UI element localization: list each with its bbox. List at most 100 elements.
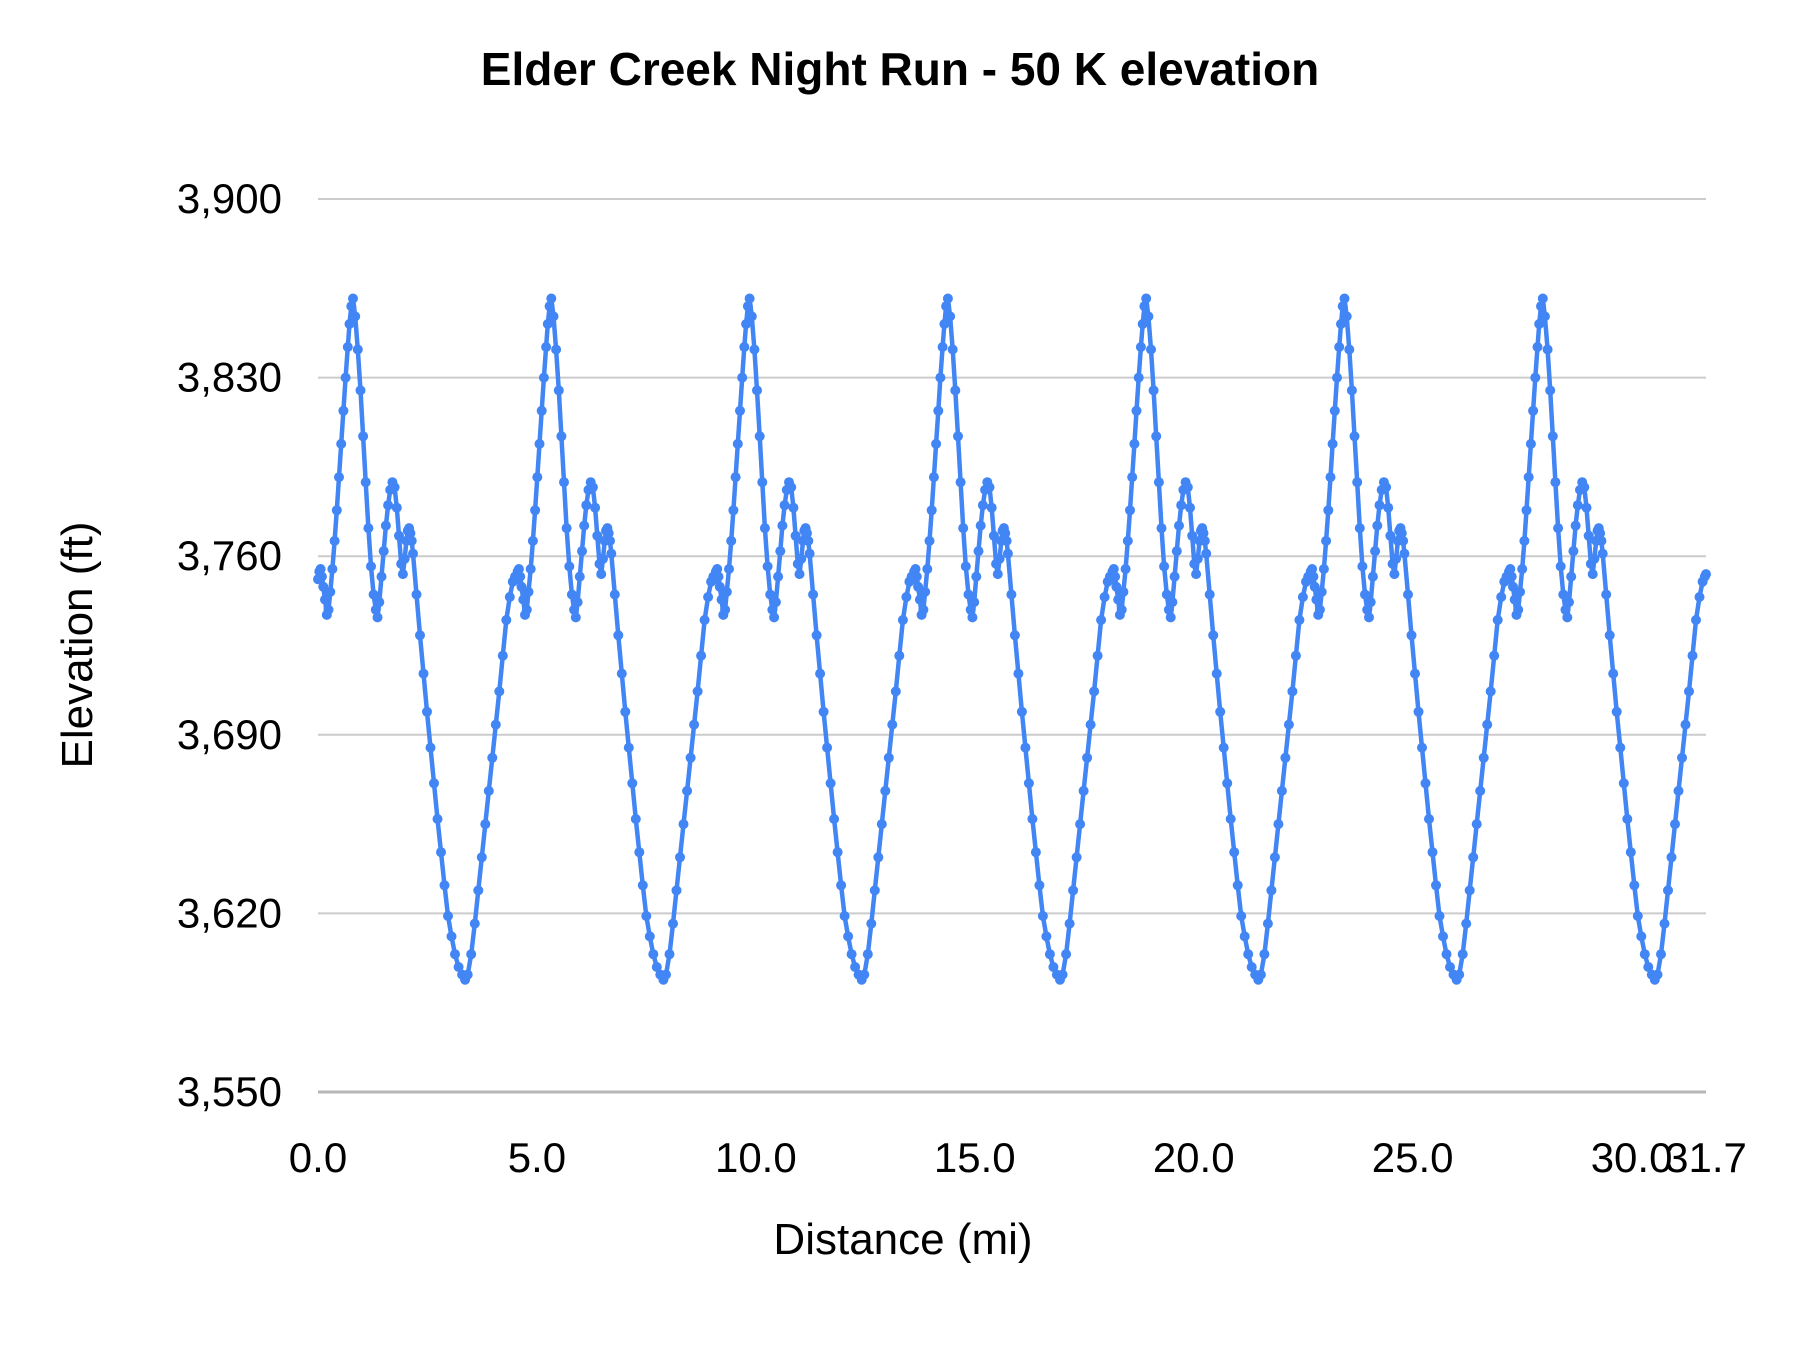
data-point-marker[interactable]: [1505, 564, 1516, 574]
data-point-marker[interactable]: [779, 500, 790, 511]
data-point-marker[interactable]: [1111, 581, 1122, 592]
data-point-marker[interactable]: [1539, 311, 1550, 322]
data-point-marker[interactable]: [726, 535, 737, 546]
data-point-marker[interactable]: [1562, 612, 1573, 623]
data-point-marker[interactable]: [1280, 752, 1291, 763]
data-point-marker[interactable]: [432, 814, 443, 824]
data-point-marker[interactable]: [577, 546, 587, 557]
data-point-marker[interactable]: [383, 500, 394, 511]
data-point-marker[interactable]: [1208, 630, 1219, 641]
data-point-marker[interactable]: [924, 535, 935, 546]
data-point-marker[interactable]: [887, 719, 898, 730]
data-point-marker[interactable]: [969, 597, 980, 608]
data-point-marker[interactable]: [721, 586, 732, 597]
data-point-marker[interactable]: [1337, 301, 1348, 312]
data-point-marker[interactable]: [920, 586, 931, 597]
data-point-marker[interactable]: [483, 785, 494, 796]
data-point-marker[interactable]: [945, 311, 956, 322]
data-point-marker[interactable]: [1615, 742, 1626, 753]
data-point-marker[interactable]: [1082, 752, 1093, 763]
data-point-marker[interactable]: [897, 615, 908, 625]
data-point-marker[interactable]: [1006, 589, 1017, 600]
data-point-marker[interactable]: [366, 561, 376, 572]
data-point-marker[interactable]: [1232, 880, 1243, 891]
data-point-marker[interactable]: [1148, 385, 1159, 396]
data-point-marker[interactable]: [1461, 918, 1472, 929]
data-point-marker[interactable]: [1670, 819, 1680, 830]
data-point-marker[interactable]: [1372, 520, 1383, 531]
data-point-marker[interactable]: [1566, 571, 1577, 582]
data-point-marker[interactable]: [338, 405, 349, 416]
data-point-marker[interactable]: [894, 650, 905, 661]
data-point-marker[interactable]: [1198, 528, 1209, 539]
data-point-marker[interactable]: [1287, 686, 1298, 697]
data-point-marker[interactable]: [1632, 911, 1643, 921]
data-point-marker[interactable]: [1496, 592, 1507, 602]
data-point-marker[interactable]: [1135, 342, 1146, 352]
data-point-marker[interactable]: [762, 561, 773, 572]
data-point-marker[interactable]: [1001, 535, 1012, 546]
data-point-marker[interactable]: [794, 569, 805, 580]
data-point-marker[interactable]: [931, 438, 942, 449]
data-point-marker[interactable]: [732, 438, 743, 449]
data-point-marker[interactable]: [678, 819, 689, 830]
data-point-marker[interactable]: [1403, 589, 1413, 600]
data-point-marker[interactable]: [518, 594, 529, 605]
data-point-marker[interactable]: [620, 706, 631, 717]
data-point-marker[interactable]: [786, 482, 797, 493]
data-point-marker[interactable]: [744, 293, 755, 304]
data-point-marker[interactable]: [1508, 581, 1518, 592]
data-point-marker[interactable]: [1201, 548, 1212, 559]
data-point-marker[interactable]: [1125, 505, 1135, 516]
data-point-marker[interactable]: [487, 752, 498, 763]
data-point-marker[interactable]: [1367, 571, 1378, 582]
data-point-marker[interactable]: [513, 564, 524, 574]
data-point-marker[interactable]: [1410, 668, 1420, 679]
data-point-marker[interactable]: [926, 505, 937, 516]
data-point-marker[interactable]: [1513, 604, 1524, 615]
data-point-marker[interactable]: [1365, 597, 1376, 608]
data-point-marker[interactable]: [1225, 814, 1236, 824]
data-point-marker[interactable]: [1255, 969, 1266, 980]
data-point-marker[interactable]: [876, 819, 887, 830]
data-point-marker[interactable]: [418, 668, 429, 679]
data-point-marker[interactable]: [754, 431, 765, 442]
data-point-marker[interactable]: [1156, 523, 1167, 534]
data-point-marker[interactable]: [1297, 592, 1308, 602]
data-point-marker[interactable]: [587, 482, 598, 493]
data-point-marker[interactable]: [1141, 293, 1152, 304]
data-point-marker[interactable]: [730, 472, 741, 483]
data-point-marker[interactable]: [469, 918, 480, 929]
data-point-marker[interactable]: [1608, 668, 1619, 679]
data-point-marker[interactable]: [1528, 405, 1539, 416]
data-point-marker[interactable]: [953, 431, 963, 442]
data-point-marker[interactable]: [869, 885, 880, 896]
data-point-marker[interactable]: [415, 630, 425, 641]
data-point-marker[interactable]: [1509, 594, 1520, 605]
data-point-marker[interactable]: [720, 604, 731, 615]
data-point-marker[interactable]: [1349, 431, 1360, 442]
data-point-marker[interactable]: [605, 535, 615, 546]
data-point-marker[interactable]: [1596, 535, 1607, 546]
data-point-marker[interactable]: [1075, 819, 1086, 830]
data-point-marker[interactable]: [1360, 589, 1370, 600]
data-point-marker[interactable]: [1057, 969, 1068, 980]
data-point-marker[interactable]: [553, 385, 564, 396]
data-point-marker[interactable]: [1243, 949, 1254, 960]
data-point-marker[interactable]: [1525, 438, 1536, 449]
data-point-marker[interactable]: [1027, 814, 1038, 824]
data-point-marker[interactable]: [1468, 852, 1479, 863]
data-point-marker[interactable]: [1222, 778, 1233, 789]
data-point-marker[interactable]: [1139, 301, 1150, 312]
data-point-marker[interactable]: [516, 581, 527, 592]
data-point-marker[interactable]: [1374, 500, 1385, 511]
data-point-marker[interactable]: [757, 477, 768, 488]
data-point-marker[interactable]: [532, 472, 543, 483]
data-point-marker[interactable]: [574, 571, 585, 582]
data-point-marker[interactable]: [1329, 405, 1340, 416]
data-point-marker[interactable]: [1570, 520, 1581, 531]
data-point-marker[interactable]: [703, 592, 714, 602]
data-point-marker[interactable]: [1523, 472, 1534, 483]
data-point-marker[interactable]: [592, 530, 603, 541]
data-point-marker[interactable]: [1068, 885, 1079, 896]
